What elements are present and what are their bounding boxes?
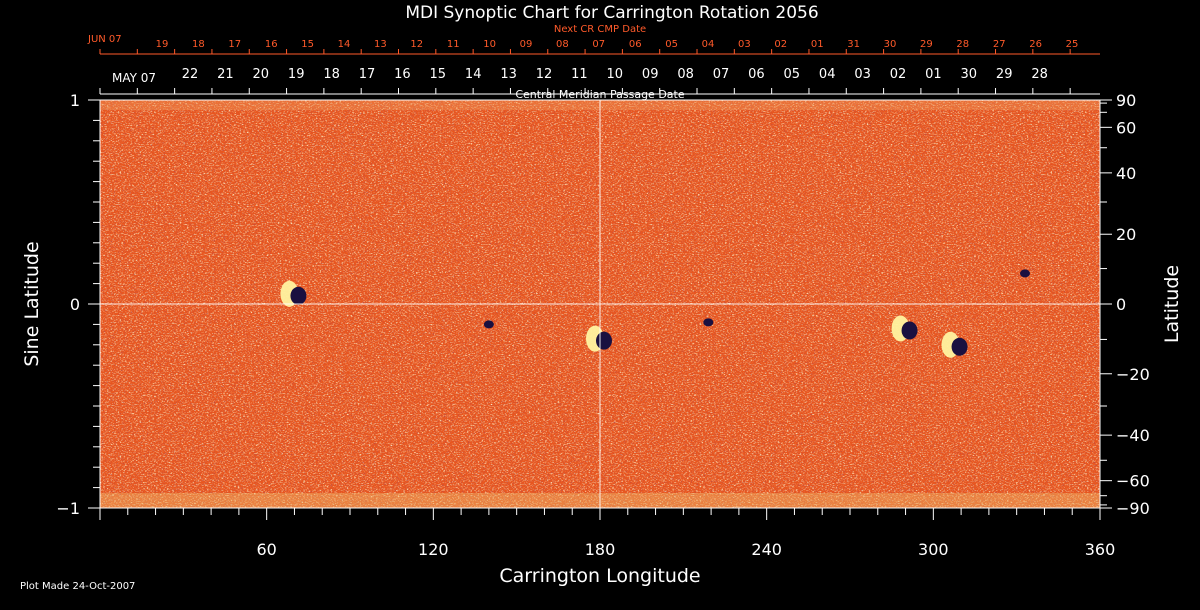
cmp-date-label: 11 — [571, 67, 588, 82]
x-tick-label: 300 — [918, 540, 949, 559]
next-cmp-date-label: 14 — [338, 39, 351, 50]
y-tick-label-left: −1 — [56, 499, 80, 518]
cmp-date-label: 10 — [607, 67, 624, 82]
next-cmp-date-label: 18 — [192, 39, 205, 50]
next-cmp-label: Next CR CMP Date — [554, 24, 646, 35]
next-cmp-date-label: 09 — [520, 39, 533, 50]
next-cmp-date-label: 31 — [847, 39, 860, 50]
next-cmp-date-label: 06 — [629, 39, 642, 50]
x-tick-label: 180 — [585, 540, 616, 559]
cmp-date-label: 17 — [359, 67, 376, 82]
cmp-date-label: 16 — [394, 67, 411, 82]
cmp-date-label: 04 — [819, 67, 836, 82]
x-tick-label: 240 — [751, 540, 782, 559]
cmp-date-label: 28 — [1031, 67, 1048, 82]
cmp-date-label: 30 — [961, 67, 978, 82]
x-tick-label: 120 — [418, 540, 449, 559]
next-cmp-date-label: 25 — [1066, 39, 1079, 50]
cmp-date-label: 12 — [536, 67, 553, 82]
cmp-date-label: 22 — [182, 67, 199, 82]
active-region-negative — [951, 337, 968, 356]
next-cmp-date-label: 10 — [483, 39, 496, 50]
next-cmp-date-label: 30 — [884, 39, 897, 50]
next-cmp-date-label: 29 — [920, 39, 933, 50]
cmp-date-label: 29 — [996, 67, 1013, 82]
next-cmp-date-label: 11 — [447, 39, 460, 50]
cmp-date-label: 19 — [288, 67, 305, 82]
cmp-date-label: 13 — [500, 67, 517, 82]
next-cmp-date-label: 16 — [265, 39, 278, 50]
cmp-date-label: 01 — [925, 67, 942, 82]
y-tick-label-right: −60 — [1116, 472, 1150, 491]
next-cmp-date-label: 05 — [665, 39, 678, 50]
cmp-date-label: 21 — [217, 67, 234, 82]
y-tick-label-right: −90 — [1116, 499, 1150, 518]
cmp-date-label: 08 — [677, 67, 694, 82]
next-cmp-date-label: 02 — [774, 39, 787, 50]
cmp-date-label: 05 — [784, 67, 801, 82]
next-cmp-date-label: 12 — [410, 39, 423, 50]
x-tick-label: 60 — [256, 540, 276, 559]
y-tick-label-left: 0 — [70, 295, 80, 314]
y-tick-label-right: −40 — [1116, 426, 1150, 445]
active-region-negative — [1020, 269, 1030, 278]
next-cmp-date-label: 08 — [556, 39, 569, 50]
y-tick-label-right: −20 — [1116, 365, 1150, 384]
cmp-date-label: 15 — [430, 67, 447, 82]
next-cmp-date-label: 26 — [1029, 39, 1042, 50]
next-cmp-date-label: 13 — [374, 39, 387, 50]
cmp-date-label: 02 — [890, 67, 907, 82]
x-tick-label: 360 — [1085, 540, 1116, 559]
cmp-date-label: 09 — [642, 67, 659, 82]
y-tick-label-right: 90 — [1116, 91, 1136, 110]
next-cmp-date-label: 27 — [993, 39, 1006, 50]
next-start-label: JUN 07 — [87, 34, 122, 45]
x-axis-label: Carrington Longitude — [499, 565, 700, 587]
next-cmp-date-label: 28 — [956, 39, 969, 50]
active-region-negative — [901, 321, 918, 340]
plot-made-note: Plot Made 24-Oct-2007 — [20, 581, 135, 592]
cmp-date-label: 18 — [323, 67, 340, 82]
active-region-negative — [596, 331, 612, 350]
cmp-date-label: 03 — [854, 67, 871, 82]
cmp-date-label: 06 — [748, 67, 765, 82]
cmp-axis-label: Central Meridian Passage Date — [515, 88, 684, 101]
y-tick-label-right: 20 — [1116, 225, 1136, 244]
chart-title: MDI Synoptic Chart for Carrington Rotati… — [405, 3, 818, 23]
next-cmp-date-label: 04 — [702, 39, 715, 50]
y-axis-label-left: Sine Latitude — [21, 241, 43, 366]
y-tick-label-right: 0 — [1116, 295, 1126, 314]
cmp-date-label: 07 — [713, 67, 730, 82]
next-cmp-date-label: 01 — [811, 39, 824, 50]
cmp-start-label: MAY 07 — [112, 71, 156, 85]
y-axis-label-right: Latitude — [1161, 265, 1183, 343]
y-tick-label-right: 40 — [1116, 164, 1136, 183]
active-region-negative — [290, 286, 307, 305]
next-cmp-date-label: 19 — [156, 39, 169, 50]
next-cmp-date-label: 17 — [228, 39, 241, 50]
cmp-date-label: 14 — [465, 67, 482, 82]
next-cmp-date-label: 15 — [301, 39, 314, 50]
next-cmp-date-label: 07 — [592, 39, 605, 50]
next-cmp-date-label: 03 — [738, 39, 751, 50]
active-region-negative — [703, 318, 714, 327]
cmp-date-label: 20 — [253, 67, 270, 82]
y-tick-label-right: 60 — [1116, 118, 1136, 137]
active-region-negative — [483, 320, 494, 329]
y-tick-label-left: 1 — [70, 91, 80, 110]
